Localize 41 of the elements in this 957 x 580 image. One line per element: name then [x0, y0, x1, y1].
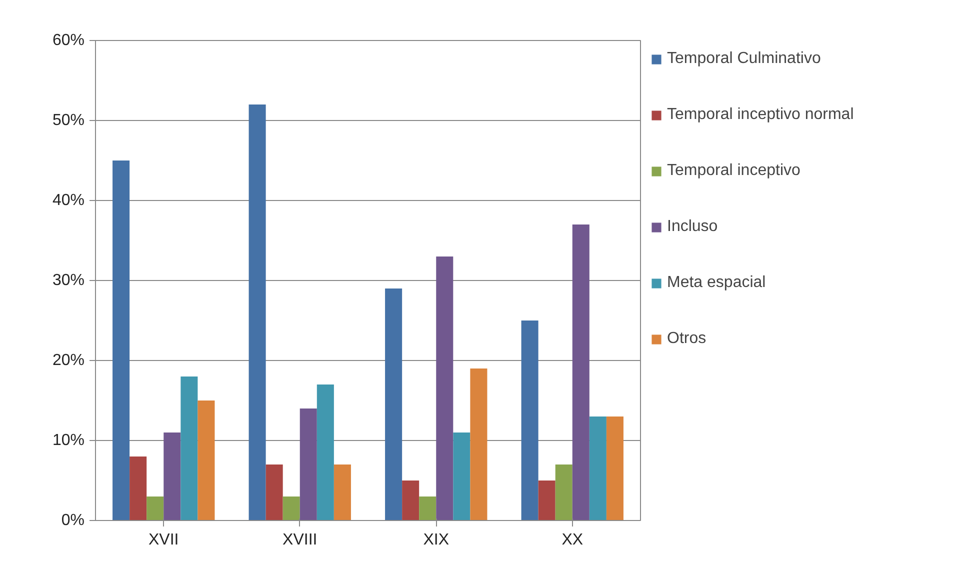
- bar: [419, 496, 436, 520]
- legend-label: Temporal inceptivo: [667, 162, 800, 180]
- bar: [555, 464, 572, 520]
- bar: [316, 384, 334, 520]
- bar: [436, 256, 454, 520]
- legend-label: Meta espacial: [667, 274, 766, 292]
- bar: [453, 432, 470, 520]
- bar: [572, 224, 590, 520]
- bar: [606, 416, 624, 520]
- bar: [334, 464, 351, 520]
- legend-label: Temporal Culminativo: [667, 50, 821, 68]
- bar: [112, 160, 130, 520]
- bar: [180, 376, 198, 520]
- bar: [300, 408, 317, 520]
- y-tick-label: 40%: [52, 192, 85, 209]
- bar: [146, 496, 164, 520]
- y-tick-label: 10%: [52, 432, 85, 449]
- x-tick-label: XIX: [423, 532, 450, 548]
- x-tick-label: XX: [562, 532, 584, 548]
- y-tick-label: 30%: [52, 272, 85, 289]
- x-tick-label: XVIII: [282, 532, 318, 548]
- bar: [402, 480, 420, 520]
- bar: [130, 456, 147, 520]
- bar: [470, 368, 488, 520]
- bar: [266, 464, 283, 520]
- legend-label: Otros: [667, 330, 706, 348]
- bar: [198, 400, 215, 520]
- y-tick-label: 50%: [52, 112, 85, 129]
- bar: [538, 480, 556, 520]
- bar: [385, 288, 402, 520]
- y-tick-label: 0%: [61, 512, 84, 529]
- y-tick-label: 20%: [52, 352, 85, 369]
- legend-label: Incluso: [667, 218, 718, 236]
- x-tick-label: XVII: [148, 532, 179, 548]
- bar: [248, 104, 266, 520]
- bar: [521, 320, 538, 520]
- y-tick-label: 60%: [52, 32, 85, 49]
- bar: [589, 416, 606, 520]
- bar: [282, 496, 300, 520]
- bar: [164, 432, 181, 520]
- legend-label: Temporal inceptivo normal: [667, 106, 854, 124]
